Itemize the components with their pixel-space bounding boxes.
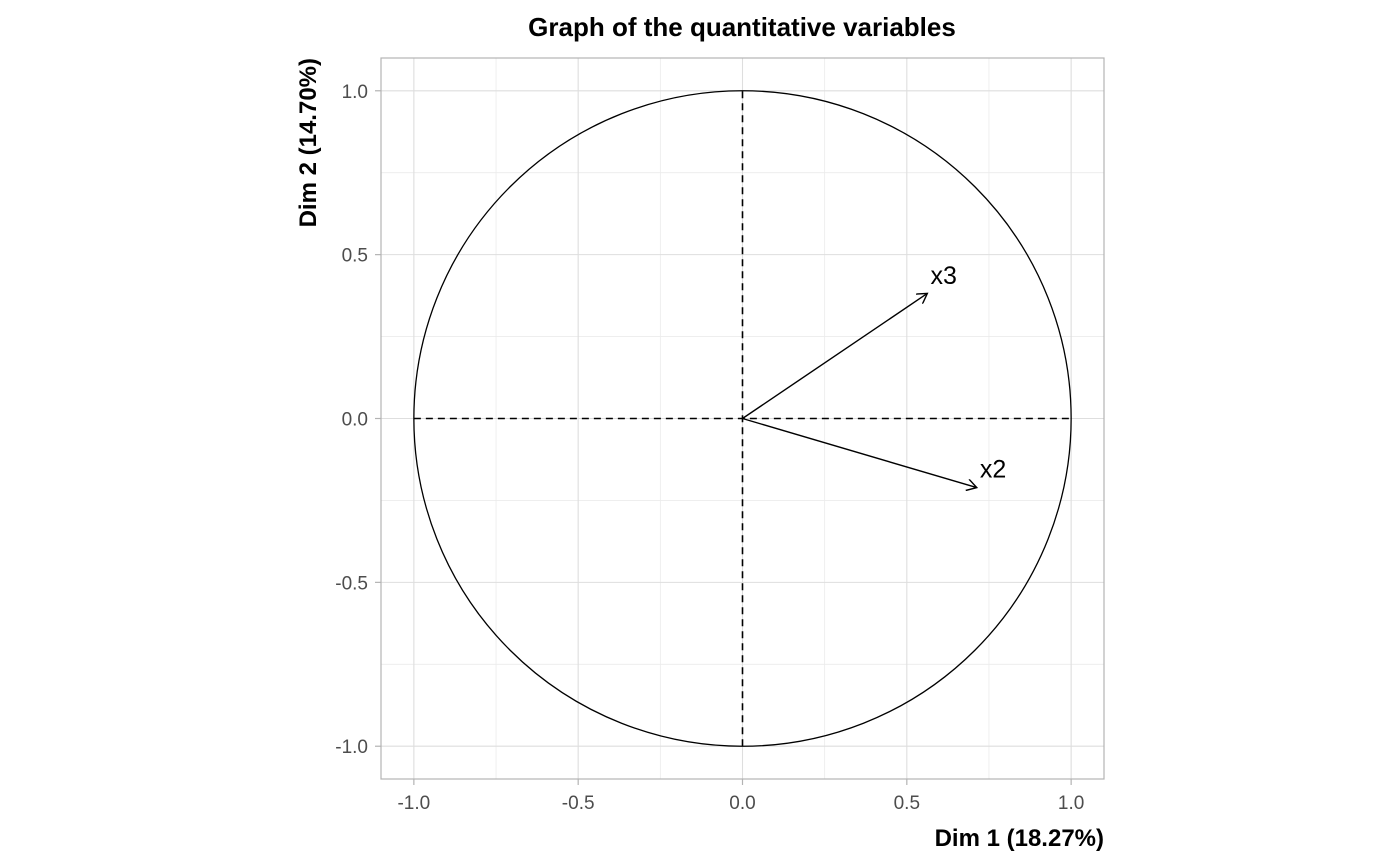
chart-title: Graph of the quantitative variables xyxy=(528,12,956,42)
arrow-x2 xyxy=(742,417,976,488)
correlation-circle-layer xyxy=(413,90,1072,747)
y-axis-title: Dim 2 (14.70%) xyxy=(295,58,322,227)
arrow-label-x2: x2 xyxy=(980,455,1006,483)
y-tick-label: 0.5 xyxy=(342,246,368,267)
y-tick-label: -0.5 xyxy=(335,573,368,594)
arrow-x3 xyxy=(742,294,927,420)
y-tick-label: -1.0 xyxy=(335,737,368,758)
correlation-circle xyxy=(413,90,1072,747)
x-tick-label: 0.5 xyxy=(894,793,920,814)
x-tick-label: 0.0 xyxy=(729,793,755,814)
x-tick-label: -0.5 xyxy=(562,793,595,814)
arrow-label-x3: x3 xyxy=(931,262,957,290)
y-tick-label: 1.0 xyxy=(342,82,368,103)
axes: -1.0 -0.5 0.0 0.5 1.0 -1.0 -0.5 0.0 0.5 1.0 xyxy=(335,57,1105,814)
x-tick-label: -1.0 xyxy=(397,793,430,814)
y-tick-label: 0.0 xyxy=(342,410,368,431)
x-tick-label: 1.0 xyxy=(1058,793,1084,814)
variable-arrows: x3 x2 xyxy=(742,262,1006,488)
x-axis-title: Dim 1 (18.27%) xyxy=(935,825,1104,852)
